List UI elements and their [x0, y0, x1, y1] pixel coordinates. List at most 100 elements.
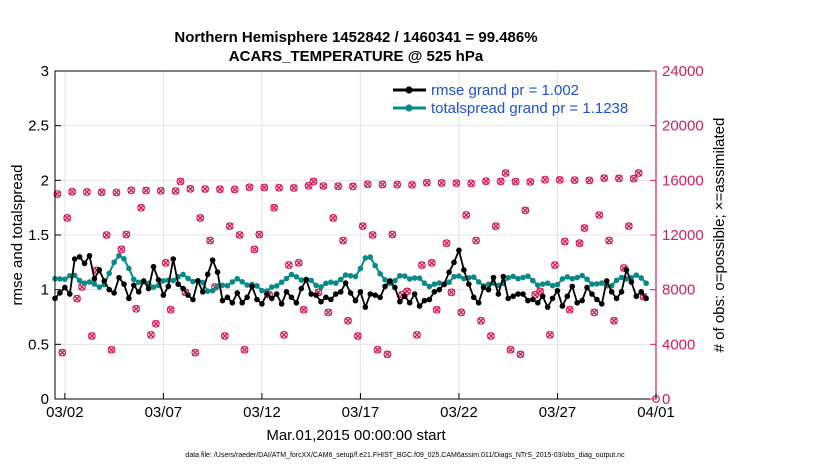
rmse-point [352, 297, 359, 304]
rmse-point [318, 298, 324, 305]
obs-possible-marker [605, 236, 614, 245]
obs-assimilated-marker [630, 175, 638, 183]
obs-possible-marker [432, 305, 441, 314]
obs-assimilated-marker [280, 331, 288, 339]
obs-assimilated-marker [177, 178, 185, 186]
obs-possible-marker [334, 182, 343, 191]
obs-possible-marker [496, 177, 505, 186]
obs-possible-marker [112, 188, 121, 197]
rmse-point [544, 304, 551, 310]
spread-point [421, 280, 428, 287]
obs-possible-marker [457, 308, 466, 317]
spread-point [431, 281, 438, 288]
spread-point [574, 274, 580, 281]
obs-assimilated-marker [260, 184, 268, 191]
rmse-point [446, 269, 452, 275]
obs-possible-marker [132, 304, 141, 313]
rmse-point [628, 279, 635, 285]
obs-assimilated-marker [354, 332, 362, 340]
obs-assimilated-marker [526, 178, 534, 186]
spread-point [382, 277, 388, 283]
obs-assimilated-marker [580, 224, 588, 232]
obs-assimilated-marker [68, 188, 76, 196]
rmse-point [406, 299, 413, 306]
obs-assimilated-marker [221, 332, 229, 340]
obs-assimilated-marker [497, 177, 505, 185]
obs-possible-marker [551, 261, 559, 269]
obs-possible-marker [240, 345, 249, 354]
obs-assimilated-marker [369, 231, 377, 239]
obs-possible-marker [536, 287, 545, 296]
spread-point [554, 281, 561, 288]
y-right-tick-label: 16000 [662, 172, 704, 189]
rmse-point [86, 252, 93, 259]
spread-point [86, 279, 93, 285]
obs-possible-marker [216, 185, 224, 194]
rmse-point [283, 289, 290, 295]
obs-possible-marker [53, 190, 62, 198]
obs-possible-marker [201, 185, 210, 193]
rmse-point [599, 301, 605, 307]
obs-assimilated-marker [590, 308, 598, 316]
rmse-point [239, 299, 245, 306]
spread-point [180, 271, 186, 278]
obs-possible-marker [309, 177, 318, 186]
obs-assimilated-marker [615, 174, 623, 182]
obs-assimilated-marker [610, 317, 618, 325]
obs-assimilated-marker [201, 185, 209, 193]
obs-possible-marker [68, 187, 77, 196]
obs-possible-marker [418, 261, 426, 269]
obs-possible-marker [142, 186, 150, 195]
rmse-point [81, 260, 88, 267]
rmse-point [106, 286, 112, 293]
rmse-point [135, 289, 142, 295]
obs-possible-marker [442, 239, 451, 248]
rmse-point [342, 280, 349, 286]
obs-possible-marker [580, 224, 589, 232]
obs-possible-marker [368, 231, 377, 239]
rmse-point [254, 296, 260, 303]
obs-possible-marker [570, 176, 579, 185]
y-right-tick-label: 8000 [662, 282, 695, 299]
obs-possible-marker [206, 236, 214, 245]
rmse-point [298, 285, 305, 292]
obs-possible-marker [353, 332, 362, 340]
obs-possible-marker [161, 258, 170, 267]
rmse-point [603, 278, 610, 284]
obs-assimilated-marker [319, 182, 327, 190]
obs-assimilated-marker [250, 245, 258, 253]
spread-point [510, 273, 516, 280]
obs-possible-marker [521, 206, 530, 215]
spread-point [643, 280, 649, 287]
obs-possible-marker [388, 230, 397, 239]
obs-assimilated-marker [512, 178, 519, 186]
obs-assimilated-marker [162, 259, 170, 267]
x-tick-label: 03/02 [46, 404, 84, 421]
rmse-point [347, 290, 354, 296]
obs-assimilated-marker [516, 350, 524, 358]
rmse-point [382, 283, 388, 290]
spread-point [599, 280, 605, 286]
spread-point [406, 276, 413, 282]
obs-assimilated-marker [423, 179, 431, 187]
rmse-point [76, 254, 83, 260]
rmse-point [623, 267, 630, 273]
rmse-point [549, 295, 556, 302]
rmse-point [116, 274, 122, 281]
obs-assimilated-marker [502, 169, 510, 177]
rmse-point [579, 297, 585, 304]
rmse-point [520, 291, 526, 297]
spread-point [126, 265, 132, 272]
spread-point [372, 262, 379, 269]
y-tick-label: 0.5 [28, 336, 49, 353]
rmse-point [530, 296, 536, 303]
obs-possible-marker [250, 245, 259, 254]
obs-possible-marker [102, 231, 111, 239]
obs-possible-marker [506, 345, 515, 354]
rmse-point [145, 285, 152, 292]
obs-possible-marker [422, 178, 431, 187]
spread-point [66, 272, 73, 279]
obs-possible-marker [600, 174, 609, 183]
obs-possible-marker [245, 183, 254, 192]
